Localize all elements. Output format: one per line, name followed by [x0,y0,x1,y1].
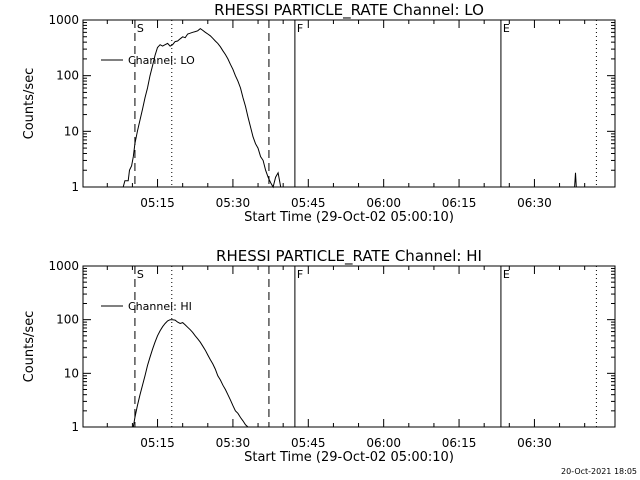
y-tick-label: 10 [64,366,79,380]
event-marker-label: F [297,268,303,281]
chart-title: RHESSI PARTICLE_RATE Channel: LO [214,1,484,20]
legend-label: Channel: HI [128,300,192,313]
panel-lo: 05:15 05:30 05:45 06:00 06:15 06:30 1 10 100 1000… [22,1,616,225]
y-tick-label: 10 [64,124,79,138]
x-axis-label: Start Time (29-Oct-02 05:00:10) [244,210,454,225]
x-tick-label: 06:00 [366,436,401,450]
x-tick-label: 06:00 [366,196,401,210]
x-tick-label: 06:15 [442,196,477,210]
x-tick-label: 05:15 [140,436,175,450]
series-line [122,27,577,189]
footer-timestamp: 20-Oct-2021 18:05 [561,467,637,476]
event-marker-label: F [297,22,303,35]
x-tick-label: 05:45 [291,436,326,450]
chart-title: RHESSI PARTICLE_RATE Channel: HI [216,247,482,266]
event-marker-label: E [503,22,510,35]
legend-label: Channel: LO [128,54,195,67]
x-tick-label: 05:45 [291,196,326,210]
x-tick-label: 06:30 [517,196,552,210]
x-tick-label: 05:30 [216,196,251,210]
event-marker-label: S [137,22,144,35]
y-tick-label: 1000 [48,259,79,273]
x-tick-label: 06:15 [442,436,477,450]
event-marker-label: S [137,268,144,281]
x-axis-label: Start Time (29-Oct-02 05:00:10) [244,450,454,465]
y-axis-label: Counts/sec [22,68,37,140]
y-tick-label: 100 [56,313,79,327]
y-tick-label: 1 [71,180,79,194]
x-tick-label: 05:30 [216,436,251,450]
plot-frame [82,265,616,428]
x-tick-label: 05:15 [140,196,175,210]
x-tick-label: 06:30 [517,436,552,450]
series-line [132,319,249,428]
event-marker-label: E [503,268,510,281]
panel-hi: 05:15 05:30 05:45 06:00 06:15 06:30 1 10 100 1000… [22,247,616,465]
y-tick-label: 1 [71,420,79,434]
y-tick-label: 1000 [48,13,79,27]
y-tick-label: 100 [56,69,79,83]
y-axis-label: Counts/sec [22,311,37,383]
